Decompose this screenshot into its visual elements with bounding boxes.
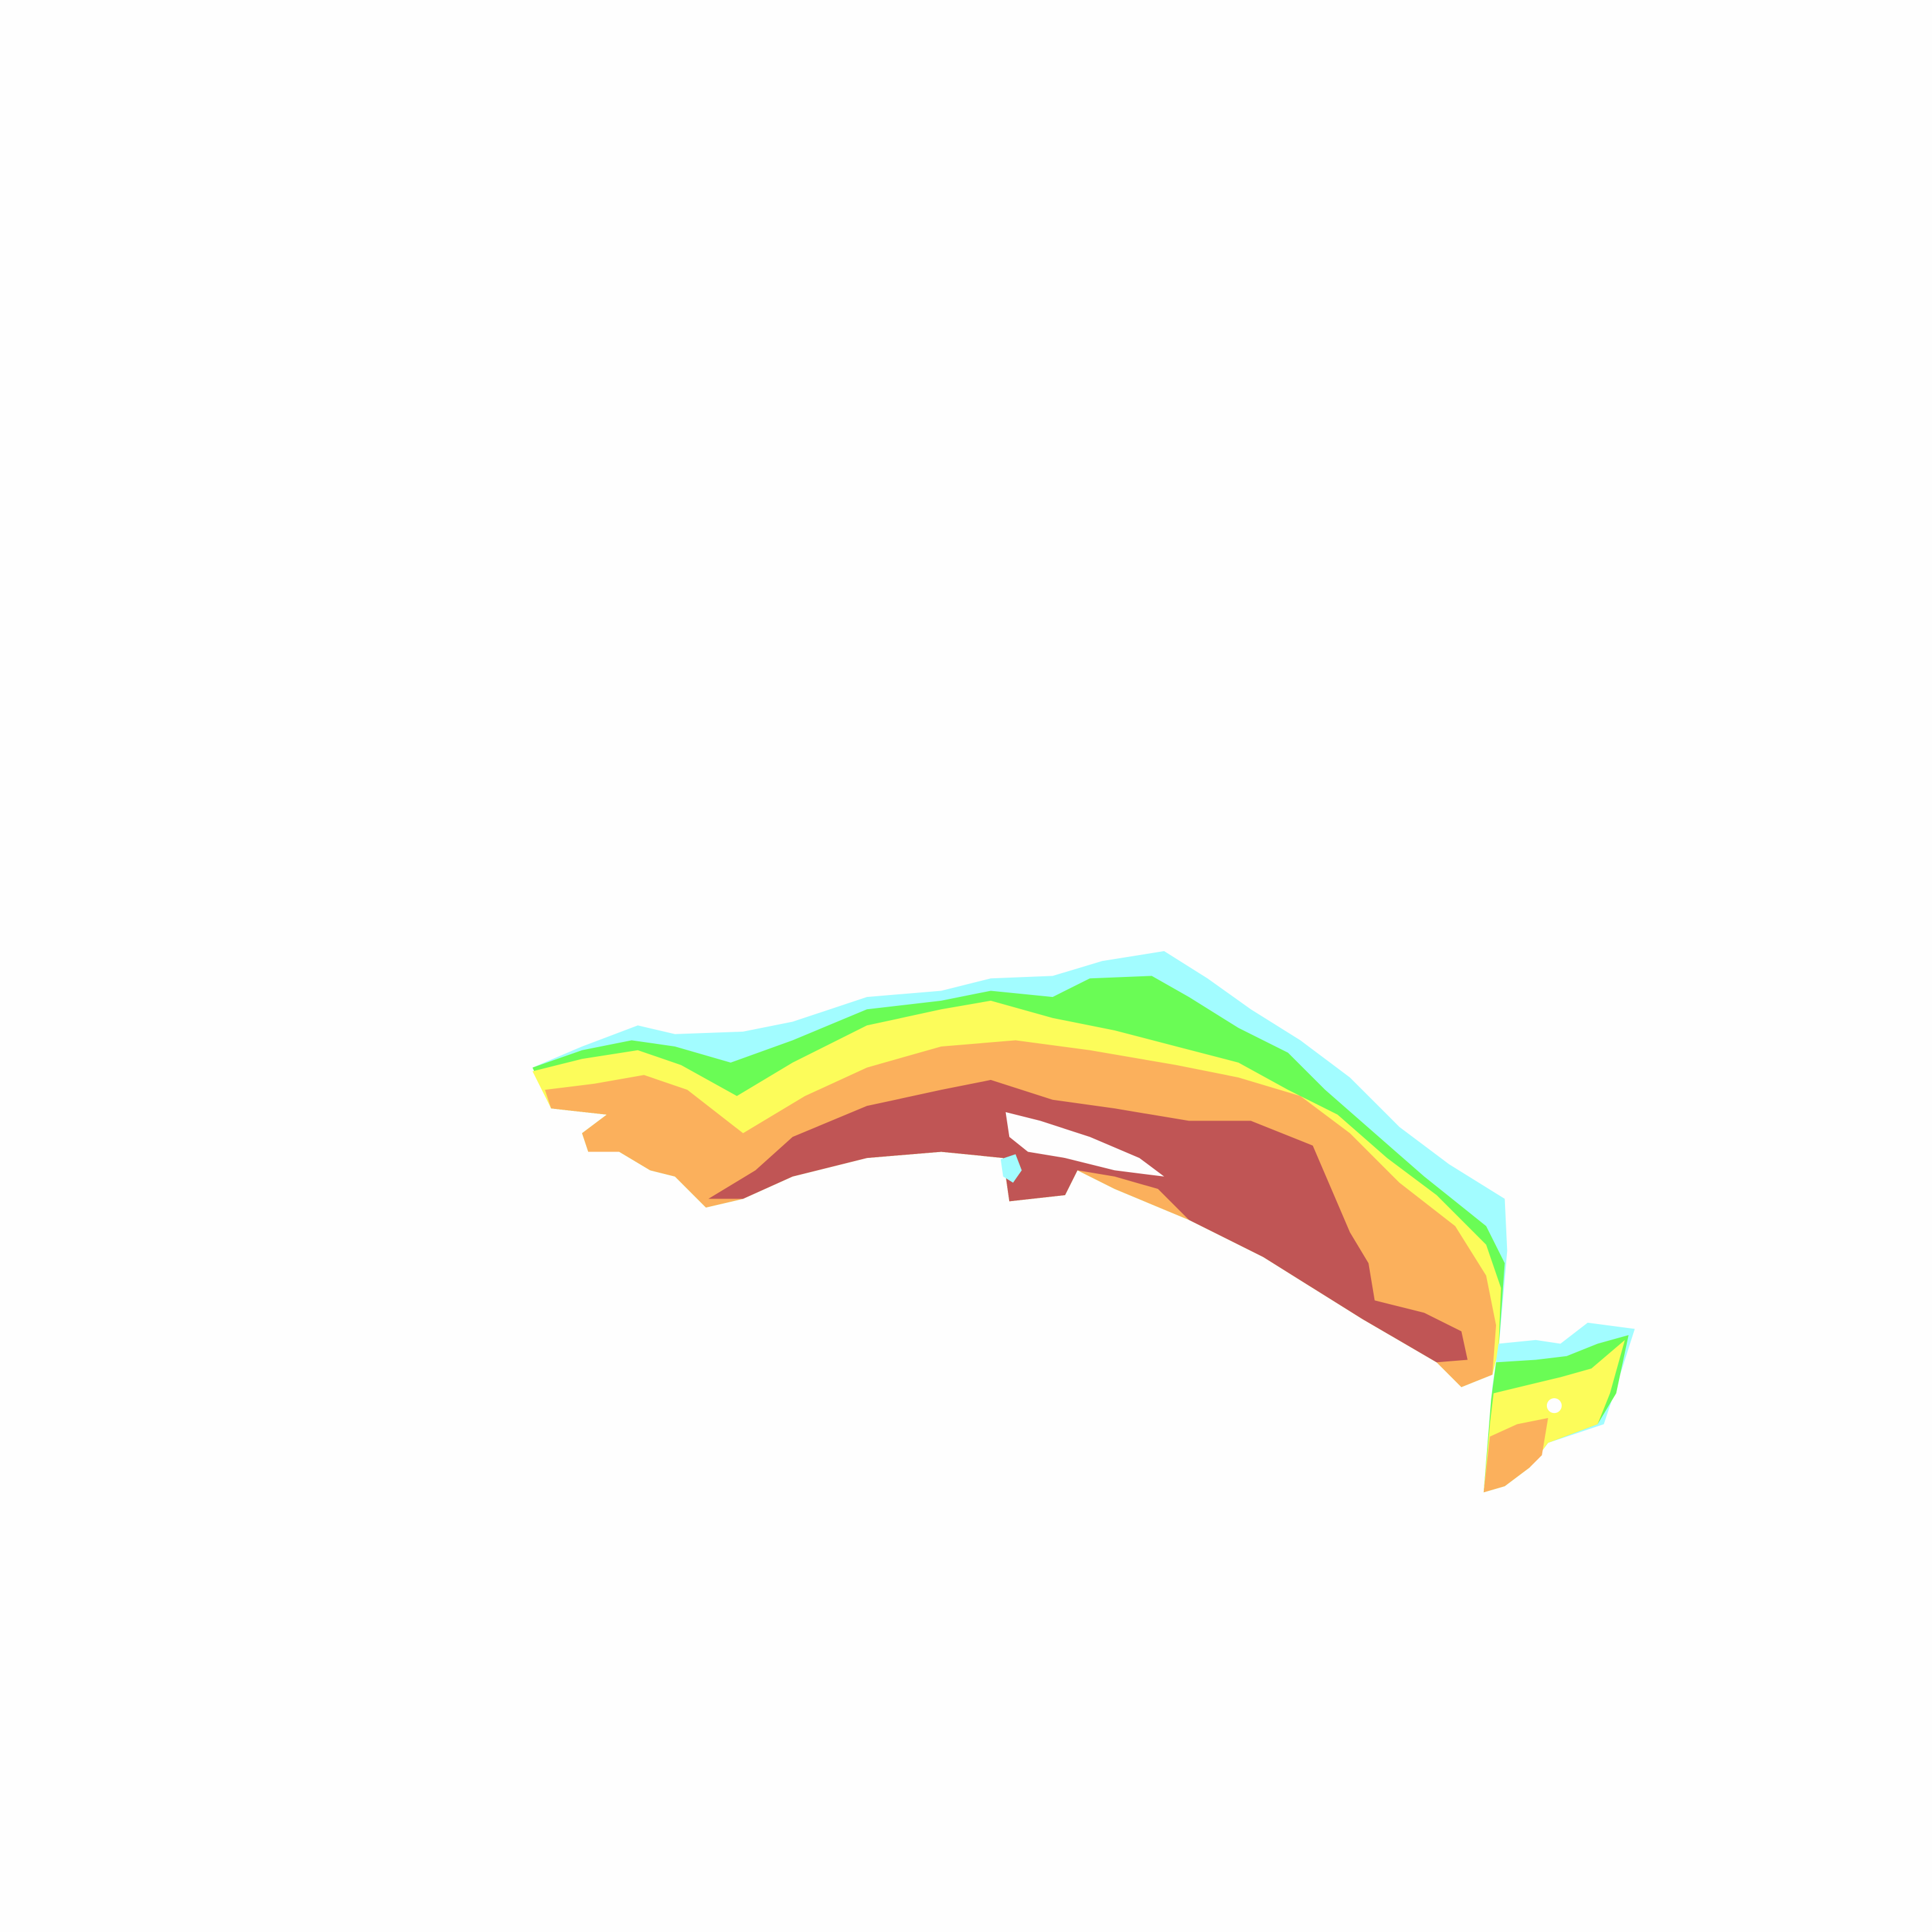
pocket-cyan <box>1000 1154 1022 1183</box>
zone-orange <box>1483 1417 1548 1493</box>
pocket-hole <box>1546 1398 1562 1414</box>
zone-red <box>708 1079 1468 1363</box>
inner-gap <box>1005 1112 1164 1177</box>
east-lobe-region <box>1483 1322 1635 1493</box>
main-arc-region <box>532 951 1508 1387</box>
